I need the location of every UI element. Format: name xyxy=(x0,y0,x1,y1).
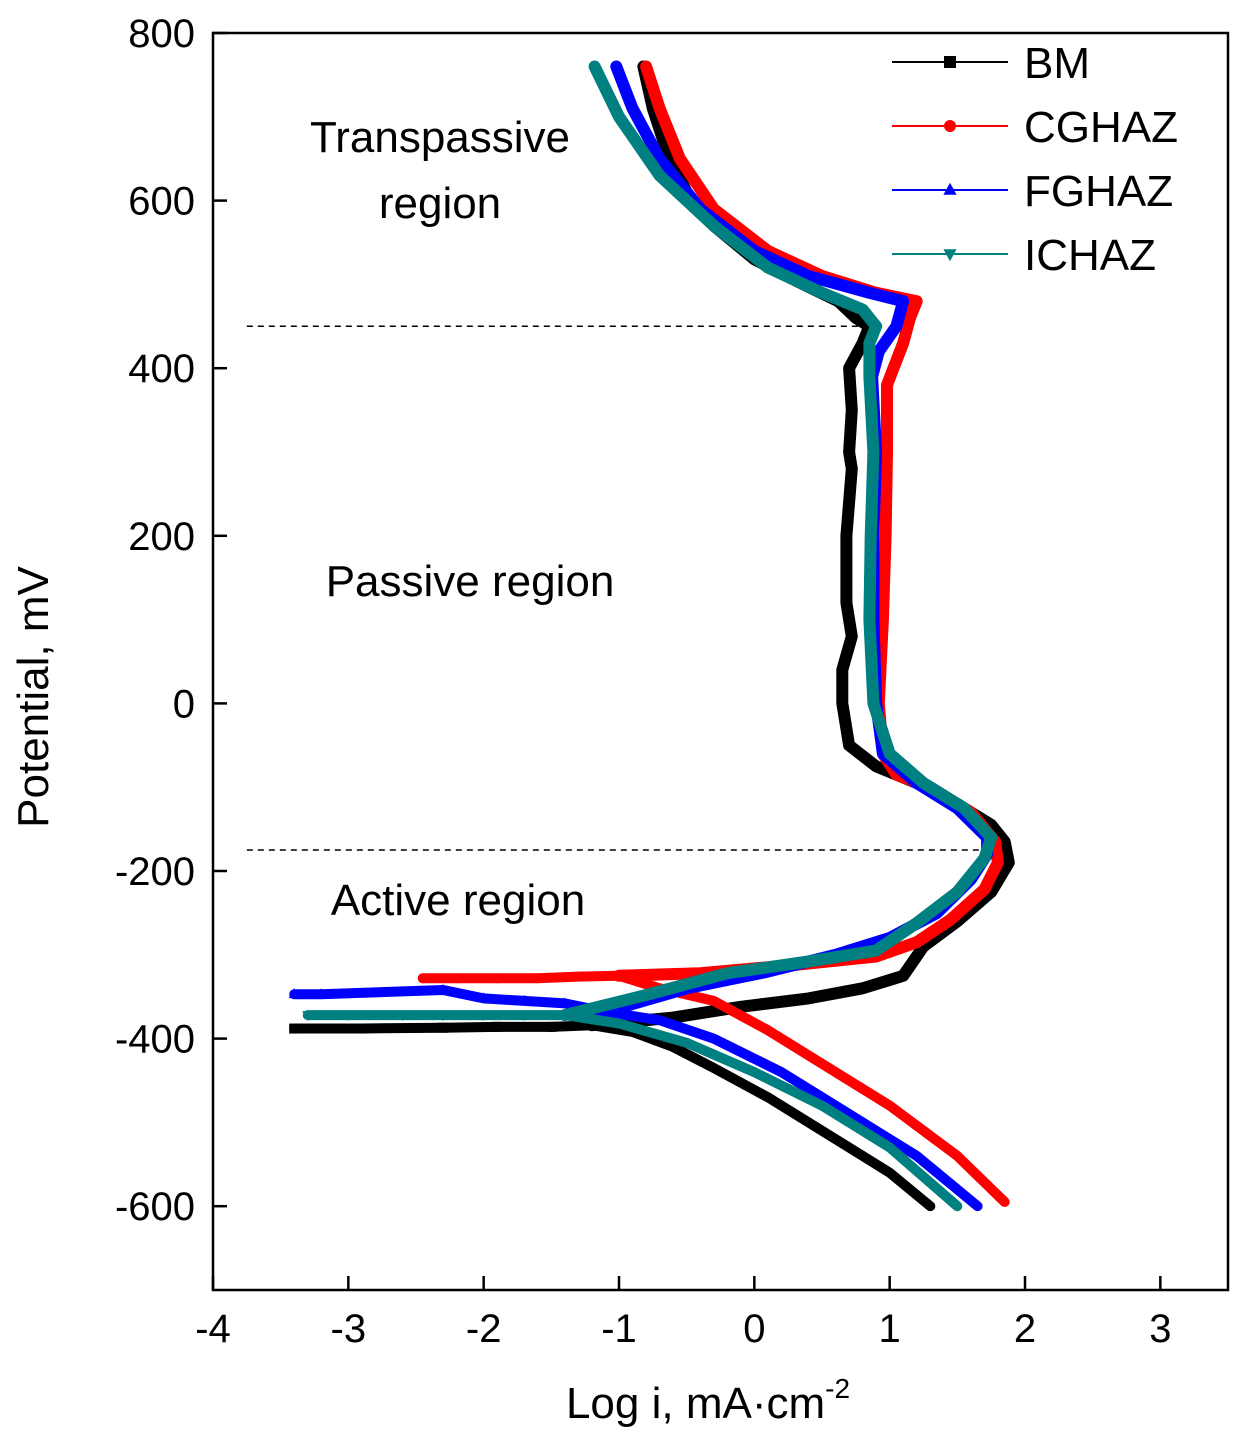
series-line-cathodic-thin xyxy=(294,988,565,1005)
series-marker-square xyxy=(492,1021,503,1032)
series-marker-circle xyxy=(944,120,956,132)
series-marker-square xyxy=(546,1021,557,1032)
legend: BM CGHAZ FGHAZ ICHAZ xyxy=(892,39,1178,280)
series-marker-square xyxy=(944,56,956,68)
legend-label-fghaz: FGHAZ xyxy=(1024,167,1173,216)
series-marker-circle xyxy=(451,973,462,984)
annotation-transpassive: Transpassive xyxy=(310,113,570,162)
y-tick-label: -200 xyxy=(115,850,195,894)
x-tick-label: 2 xyxy=(1014,1307,1036,1351)
series-marker-triangle-up xyxy=(943,182,957,195)
legend-label-ichaz: ICHAZ xyxy=(1024,231,1156,280)
x-tick-label: 1 xyxy=(879,1307,901,1351)
region-annotations: Transpassive region Passive region Activ… xyxy=(310,113,614,925)
series-marker-triangle-down xyxy=(396,1011,408,1022)
x-tick-label: -4 xyxy=(195,1307,231,1351)
series-marker-triangle-down xyxy=(943,249,957,262)
y-tick-label: -600 xyxy=(115,1185,195,1229)
x-axis-title-main: Log i, mA·cm xyxy=(566,1379,825,1428)
series-line-cathodic-thin xyxy=(422,974,620,980)
series-marker-circle xyxy=(614,970,624,981)
annotation-transpassive-region: region xyxy=(379,179,501,228)
x-axis: -4 -3 -2 -1 0 1 2 3 xyxy=(195,1276,1171,1351)
series-marker-triangle-up xyxy=(518,994,530,1005)
series-marker-triangle-up xyxy=(559,997,571,1008)
x-axis-title-superscript: -2 xyxy=(825,1373,850,1404)
plot-frame xyxy=(211,31,1230,1292)
series-line-cathodic-thin xyxy=(294,1024,592,1030)
series-marker-triangle-up xyxy=(288,988,300,999)
series-marker-triangle-up xyxy=(315,988,327,999)
series-line-anodic xyxy=(558,60,998,1022)
x-tick-label: -3 xyxy=(331,1307,367,1351)
series-marker-square xyxy=(356,1023,367,1034)
x-axis-title: Log i, mA·cm-2 xyxy=(566,1373,850,1428)
legend-label-cghaz: CGHAZ xyxy=(1024,103,1178,152)
y-axis: -600 -400 -200 0 200 400 600 800 xyxy=(115,12,227,1229)
series-ichaz xyxy=(302,60,998,1212)
annotation-active: Active region xyxy=(331,876,585,925)
series-marker-triangle-down xyxy=(437,1011,449,1022)
series-marker-square xyxy=(438,1022,449,1033)
x-tick-label: -2 xyxy=(466,1307,502,1351)
series-marker-triangle-down xyxy=(302,1011,314,1022)
series-marker-square xyxy=(289,1023,300,1034)
annotation-passive: Passive region xyxy=(326,557,615,606)
y-axis-title: Potential, mV xyxy=(9,566,58,828)
y-tick-label: 200 xyxy=(128,515,195,559)
series-marker-triangle-down xyxy=(342,1011,354,1022)
series-marker-square xyxy=(586,1020,597,1031)
y-tick-label: -400 xyxy=(115,1018,195,1062)
legend-label-bm: BM xyxy=(1024,39,1090,88)
x-tick-label: 0 xyxy=(743,1307,765,1351)
series-marker-triangle-down xyxy=(518,1011,530,1022)
series-marker-triangle-up xyxy=(437,983,449,994)
series-marker-triangle-up xyxy=(478,992,490,1003)
x-tick-label: -1 xyxy=(601,1307,637,1351)
x-tick-label: 3 xyxy=(1149,1307,1171,1351)
y-tick-label: 0 xyxy=(173,682,195,726)
series-marker-circle xyxy=(532,973,543,984)
y-tick-label: 800 xyxy=(128,12,195,56)
y-tick-label: 400 xyxy=(128,347,195,391)
series-marker-circle xyxy=(417,973,428,984)
series-marker-triangle-down xyxy=(478,1011,490,1022)
reference-lines xyxy=(246,325,992,851)
series-marker-circle xyxy=(573,971,584,982)
y-tick-label: 600 xyxy=(128,180,195,224)
series-marker-circle xyxy=(492,973,503,984)
series-group xyxy=(288,60,1015,1212)
